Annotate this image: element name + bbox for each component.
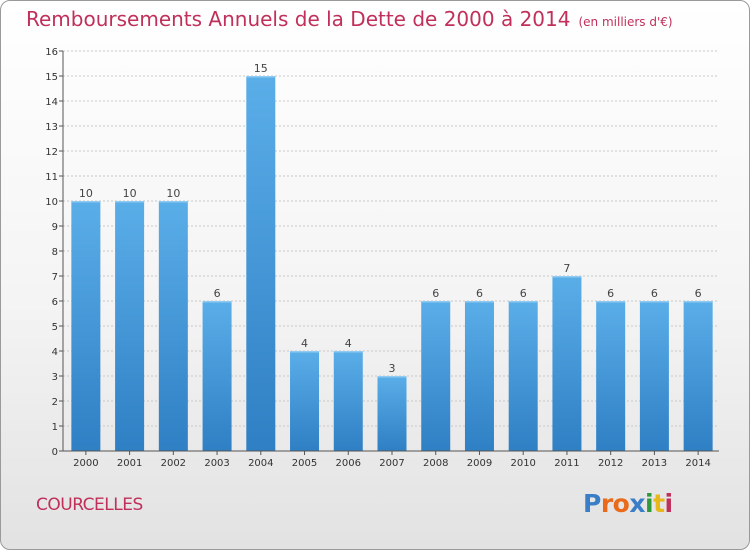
data-label-2009: 6 [476, 287, 483, 300]
bar-highlight [202, 301, 232, 303]
data-label-2008: 6 [432, 287, 439, 300]
x-tick-label-2003: 2003 [204, 458, 229, 469]
x-tick-label-2009: 2009 [467, 458, 492, 469]
bar-2000 [71, 201, 101, 451]
y-tick-label: 14 [45, 97, 58, 108]
data-label-2001: 10 [123, 187, 137, 200]
bar-highlight [246, 76, 276, 78]
bar-highlight [290, 351, 320, 353]
bar-2005 [290, 351, 320, 451]
y-tick-label: 16 [45, 47, 58, 58]
bar-2007 [377, 376, 407, 451]
bar-highlight [333, 351, 363, 353]
bar-highlight [683, 301, 713, 303]
bar-2003 [202, 301, 232, 451]
x-tick-label-2005: 2005 [292, 458, 317, 469]
bar-2012 [596, 301, 626, 451]
bar-highlight [421, 301, 451, 303]
data-label-2007: 3 [389, 362, 396, 375]
y-tick-label: 5 [52, 322, 58, 333]
bar-2009 [464, 301, 494, 451]
bar-highlight [158, 201, 188, 203]
y-tick-label: 15 [45, 72, 58, 83]
y-tick-label: 7 [52, 272, 58, 283]
x-tick-label-2004: 2004 [248, 458, 273, 469]
x-tick-label-2001: 2001 [117, 458, 142, 469]
bar-highlight [552, 276, 582, 278]
x-tick-label-2008: 2008 [423, 458, 448, 469]
y-tick-label: 6 [52, 297, 58, 308]
y-tick-label: 10 [45, 197, 58, 208]
y-tick-label: 11 [45, 172, 58, 183]
y-tick-label: 8 [52, 247, 58, 258]
data-label-2003: 6 [214, 287, 221, 300]
data-label-2014: 6 [695, 287, 702, 300]
bar-2001 [115, 201, 145, 451]
data-label-2012: 6 [607, 287, 614, 300]
y-tick-label: 9 [52, 222, 58, 233]
y-tick-label: 4 [52, 347, 58, 358]
x-tick-label-2006: 2006 [336, 458, 361, 469]
bar-highlight [464, 301, 494, 303]
x-tick-label-2002: 2002 [161, 458, 186, 469]
bar-highlight [377, 376, 407, 378]
unit-label: (en milliers d'€) [578, 15, 673, 29]
bar-2013 [639, 301, 669, 451]
x-tick-label-2012: 2012 [598, 458, 623, 469]
title-text: Remboursements Annuels de la Dette de 20… [26, 7, 571, 31]
bar-2006 [333, 351, 363, 451]
bar-highlight [508, 301, 538, 303]
y-tick-label: 12 [45, 147, 58, 158]
bar-highlight [71, 201, 101, 203]
y-tick-label: 13 [45, 122, 58, 133]
bar-highlight [639, 301, 669, 303]
x-tick-label-2000: 2000 [73, 458, 98, 469]
bar-2014 [683, 301, 713, 451]
data-label-2002: 10 [166, 187, 180, 200]
y-tick-label: 3 [52, 372, 58, 383]
data-label-2011: 7 [563, 262, 570, 275]
x-tick-label-2013: 2013 [642, 458, 667, 469]
chart-title: Remboursements Annuels de la Dette de 20… [26, 7, 673, 31]
bar-2011 [552, 276, 582, 451]
x-tick-label-2014: 2014 [685, 458, 710, 469]
bar-highlight [596, 301, 626, 303]
bar-2002 [158, 201, 188, 451]
data-label-2000: 10 [79, 187, 93, 200]
bar-2010 [508, 301, 538, 451]
x-tick-label-2011: 2011 [554, 458, 579, 469]
data-label-2010: 6 [520, 287, 527, 300]
data-label-2013: 6 [651, 287, 658, 300]
data-label-2005: 4 [301, 337, 308, 350]
bar-2008 [421, 301, 451, 451]
proxiti-logo: Proxiti [583, 489, 673, 518]
data-label-2004: 15 [254, 62, 268, 75]
x-tick-label-2007: 2007 [379, 458, 404, 469]
commune-name: COURCELLES [36, 495, 143, 515]
y-tick-label: 2 [52, 397, 58, 408]
bar-highlight [115, 201, 145, 203]
bar-2004 [246, 76, 276, 451]
y-tick-label: 1 [52, 422, 58, 433]
x-tick-label-2010: 2010 [510, 458, 535, 469]
data-label-2006: 4 [345, 337, 352, 350]
y-tick-label: 0 [52, 447, 58, 458]
